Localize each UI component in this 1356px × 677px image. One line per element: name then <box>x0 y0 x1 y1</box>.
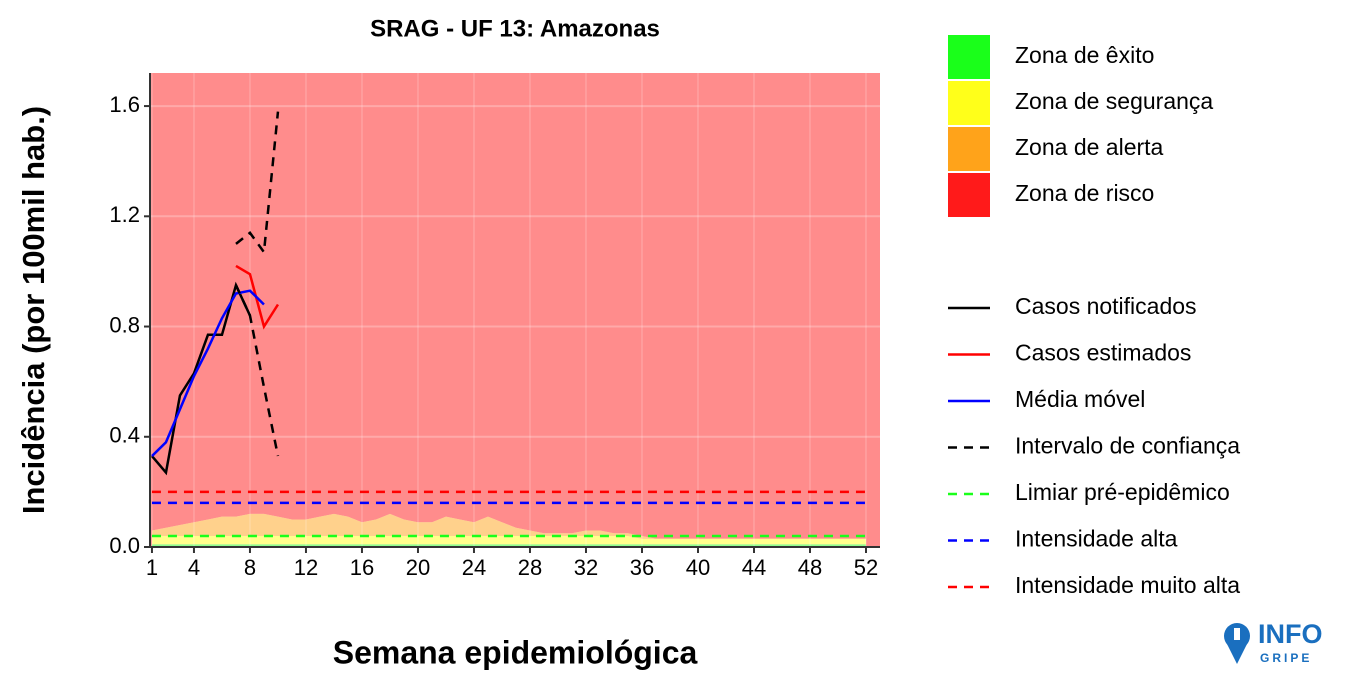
x-tick-label: 48 <box>798 555 822 580</box>
series-line <box>235 111 280 256</box>
legend-label: Zona de alerta <box>1015 134 1164 160</box>
x-tick-label: 28 <box>518 555 542 580</box>
logo-pin-mark <box>1234 628 1240 640</box>
logo-subtext: GRIPE <box>1260 651 1312 665</box>
legend-label: Intervalo de confiança <box>1015 433 1240 459</box>
x-tick-label: 8 <box>244 555 256 580</box>
risk-zone <box>150 73 880 547</box>
legend-swatch <box>948 127 990 171</box>
legend-label: Casos estimados <box>1015 340 1191 366</box>
x-tick-label: 12 <box>294 555 318 580</box>
y-axis-label: Incidência (por 100mil hab.) <box>16 106 51 514</box>
legend-label: Casos notificados <box>1015 293 1197 319</box>
legend-label: Zona de êxito <box>1015 42 1154 68</box>
legend-label: Limiar pré-epidêmico <box>1015 479 1230 505</box>
legend-label: Intensidade alta <box>1015 526 1178 552</box>
x-tick-label: 40 <box>686 555 710 580</box>
y-tick-label: 1.6 <box>109 92 140 117</box>
x-tick-label: 32 <box>574 555 598 580</box>
legend-label: Zona de segurança <box>1015 88 1213 114</box>
zone-area <box>151 535 866 545</box>
x-tick-label: 52 <box>854 555 878 580</box>
y-tick-label: 1.2 <box>109 202 140 227</box>
series-line <box>235 264 280 330</box>
x-tick-label: 4 <box>188 555 200 580</box>
x-axis-label: Semana epidemiológica <box>333 634 698 670</box>
legend-swatch <box>948 173 990 217</box>
x-tick-label: 24 <box>462 555 486 580</box>
x-tick-label: 44 <box>742 555 766 580</box>
legend-label: Intensidade muito alta <box>1015 572 1240 598</box>
legend-swatch <box>948 81 990 125</box>
x-tick-label: 20 <box>406 555 430 580</box>
logo: INFO GRIPE <box>1224 619 1323 665</box>
series-line <box>151 281 252 476</box>
x-tick-label: 1 <box>146 555 158 580</box>
legend-swatch <box>948 35 990 79</box>
series-line <box>234 284 280 457</box>
legend-label: Média móvel <box>1015 386 1145 412</box>
legend-label: Zona de risco <box>1015 180 1154 206</box>
y-tick-label: 0.4 <box>109 423 140 448</box>
y-tick-label: 0.0 <box>109 533 140 558</box>
x-tick-label: 36 <box>630 555 654 580</box>
logo-pin-tip <box>1226 642 1248 664</box>
y-tick-label: 0.8 <box>109 312 140 337</box>
x-tick-label: 16 <box>350 555 374 580</box>
chart-title: SRAG - UF 13: Amazonas <box>370 15 660 42</box>
series-line <box>151 289 265 457</box>
logo-text: INFO <box>1258 619 1323 649</box>
zone-area <box>151 513 866 539</box>
